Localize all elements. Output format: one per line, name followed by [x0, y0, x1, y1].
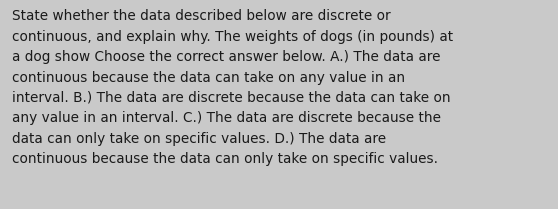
- Text: State whether the data described below are discrete or
continuous, and explain w: State whether the data described below a…: [12, 9, 454, 166]
